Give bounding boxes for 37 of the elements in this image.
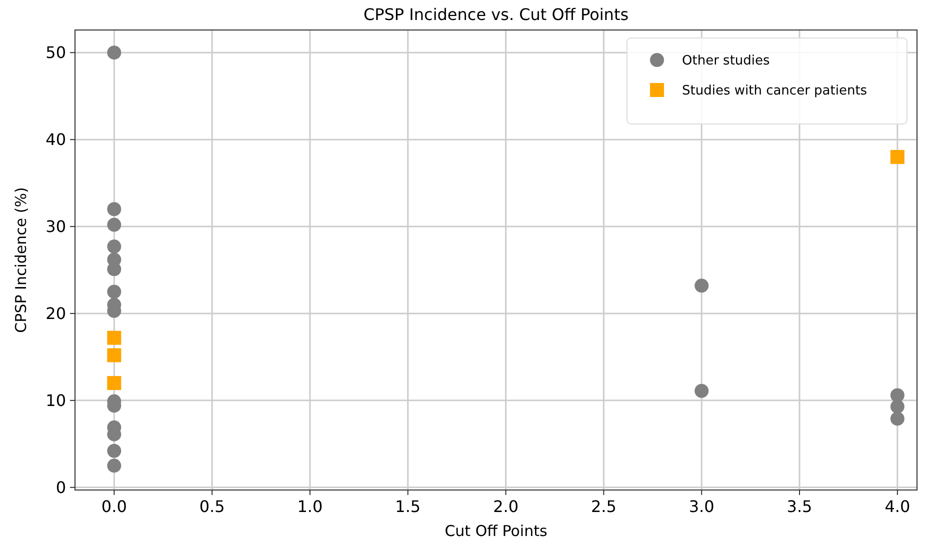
x-tick-label: 4.0 <box>884 497 910 516</box>
point <box>890 150 904 164</box>
x-tick-label: 2.5 <box>590 497 616 516</box>
point <box>890 412 904 426</box>
y-tick-label: 0 <box>56 478 66 497</box>
y-tick-label: 20 <box>46 304 66 324</box>
point <box>107 330 122 345</box>
x-tick-label: 0.0 <box>101 497 127 516</box>
x-axis-title: Cut Off Points <box>444 522 548 540</box>
point <box>107 284 122 299</box>
point <box>107 240 122 254</box>
y-axis-title: CPSP Incidence (%) <box>12 187 30 333</box>
point <box>890 388 904 402</box>
x-tick-label: 1.0 <box>297 497 323 516</box>
legend-label: Studies with cancer patients <box>682 84 868 99</box>
point <box>107 262 122 276</box>
chart-title: CPSP Incidence vs. Cut Off Points <box>363 5 629 24</box>
point <box>107 376 122 390</box>
point <box>107 458 122 473</box>
point <box>890 400 904 414</box>
point <box>107 46 122 60</box>
y-tick-label: 40 <box>46 130 66 150</box>
x-tick-label: 2.0 <box>493 497 519 516</box>
legend-label: Other studies <box>682 54 770 69</box>
point <box>694 384 709 398</box>
point <box>107 202 122 216</box>
point <box>694 278 709 293</box>
y-tick-label: 30 <box>46 217 66 236</box>
point <box>107 348 122 362</box>
x-tick-label: 1.5 <box>395 497 421 516</box>
x-tick-label: 3.0 <box>688 497 714 516</box>
y-tick-label: 10 <box>46 391 66 410</box>
point <box>107 218 122 232</box>
point <box>107 444 122 458</box>
x-tick-label: 0.5 <box>199 497 225 516</box>
x-tick-label: 3.5 <box>786 497 812 516</box>
y-tick-label: 50 <box>46 43 66 62</box>
